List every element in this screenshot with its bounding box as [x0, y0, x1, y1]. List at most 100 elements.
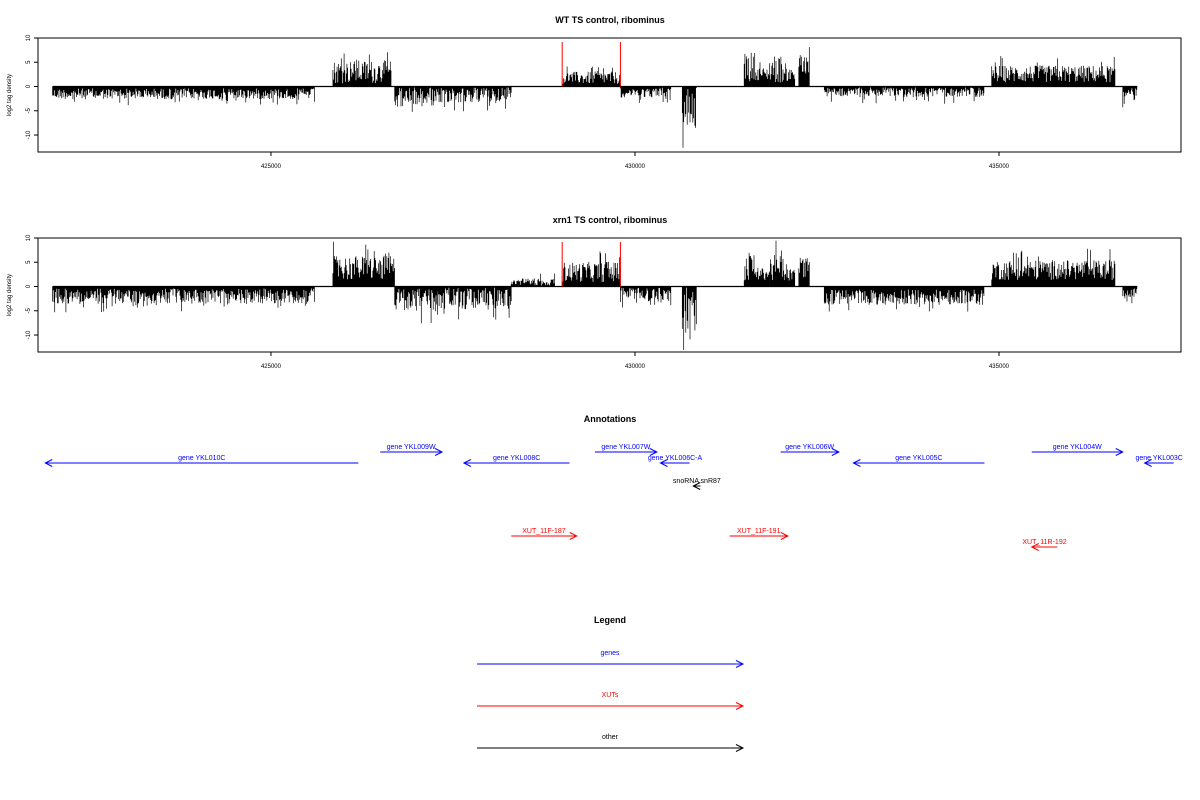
x-tick-label: 430000 [625, 364, 646, 370]
x-tick-label: 425000 [261, 164, 282, 170]
feature-label: gene YKL008C [493, 455, 540, 462]
density-bars [1122, 286, 1138, 304]
density-bars [394, 286, 439, 324]
density-bars [52, 86, 315, 106]
ylabel-xrn1: log2 tag density [7, 274, 13, 316]
arrow-head-icon [434, 448, 444, 456]
density-bars [754, 62, 770, 87]
track-panel-wt: WT TS control, ribominus log2 tag densit… [7, 15, 1182, 170]
density-bars [823, 286, 985, 312]
density-bars [561, 66, 621, 87]
arrow-head-icon [649, 448, 658, 456]
arrow-head-icon [735, 744, 745, 752]
annotation-feature: gene YKL009W [380, 444, 444, 456]
feature-label: gene YKL006W [785, 444, 834, 451]
density-bars [332, 52, 392, 87]
legend-title: Legend [594, 615, 626, 625]
x-tick-label: 435000 [989, 364, 1010, 370]
density-bars [798, 257, 810, 287]
legend-label: other [602, 734, 619, 741]
annotation-feature: snoRNA snR87 [673, 478, 721, 490]
arrow-head-icon [1030, 543, 1039, 551]
density-bars [438, 286, 512, 320]
arrow-head-icon [831, 448, 840, 456]
feature-label: gene YKL010C [178, 455, 225, 462]
annotation-feature: XUT_11R-192 [1022, 539, 1067, 551]
plot-frame-wt [37, 37, 1182, 153]
arrow-head-icon [569, 532, 578, 540]
density-bars [394, 86, 439, 112]
density-bars [52, 286, 315, 313]
y-tick-label: 10 [26, 34, 32, 41]
density-bars [743, 52, 756, 87]
annotation-feature: XUT_11F-187 [511, 528, 578, 540]
density-bars [991, 56, 1116, 87]
y-tick-label: 0 [26, 284, 32, 288]
arrow-head-icon [852, 459, 861, 467]
feature-label: gene YKL009W [387, 444, 436, 451]
annotation-feature: gene YKL004W [1031, 444, 1124, 456]
feature-label: gene YKL006C-A [648, 455, 703, 462]
y-tick-label: 10 [26, 234, 32, 241]
annotation-features: gene YKL010C gene YKL009W gene YKL008C gene… [44, 444, 1183, 551]
density-bars [823, 86, 985, 104]
annotation-feature: gene YKL010C [44, 455, 359, 467]
plot-frame-xrn1 [37, 237, 1182, 353]
bars-wt [52, 47, 1138, 148]
arrow-head-icon [735, 660, 745, 668]
annotation-feature: gene YKL006W [780, 444, 840, 456]
bars-xrn1 [52, 240, 1138, 350]
density-bars [754, 267, 770, 287]
track-panel-xrn1: xrn1 TS control, ribominus log2 tag dens… [7, 215, 1182, 370]
density-bars [783, 63, 796, 87]
annotation-feature: gene YKL005C [852, 455, 985, 467]
arrow-head-icon [659, 459, 668, 467]
feature-label: gene YKL003C [1135, 455, 1182, 462]
density-bars [620, 86, 672, 103]
density-bars [681, 86, 697, 148]
density-bars [620, 286, 672, 308]
axes-xrn1: 10 5 0 -5 -10 425000 430000 435000 [26, 234, 1010, 370]
density-bars [798, 47, 810, 87]
annotations-title: Annotations [584, 414, 637, 424]
annotation-feature: gene YKL008C [462, 455, 570, 467]
density-bars [438, 86, 512, 112]
density-bars [769, 56, 785, 87]
feature-label: gene YKL007W [601, 444, 650, 451]
feature-label: gene YKL004W [1053, 444, 1102, 451]
axes-wt: 10 5 0 -5 -10 425000 430000 435000 [26, 34, 1010, 170]
density-bars [769, 240, 785, 287]
density-bars [332, 241, 395, 287]
y-tick-label: 5 [26, 60, 32, 64]
y-tick-label: -5 [26, 307, 32, 313]
x-tick-label: 435000 [989, 164, 1010, 170]
arrow-head-icon [780, 532, 789, 540]
y-tick-label: 5 [26, 260, 32, 264]
markers-xrn1 [561, 242, 621, 287]
density-bars [991, 248, 1116, 287]
y-tick-label: -5 [26, 107, 32, 113]
density-bars [783, 264, 796, 287]
x-tick-label: 425000 [261, 364, 282, 370]
feature-label: snoRNA snR87 [673, 478, 721, 485]
legend-label: XUTs [602, 692, 619, 699]
feature-label: XUT_11F-187 [522, 528, 566, 535]
legend-panel: Legend genes XUTs other [477, 615, 745, 752]
x-tick-label: 430000 [625, 164, 646, 170]
density-bars [1122, 86, 1138, 108]
arrow-head-icon [44, 459, 53, 467]
panel-title-wt: WT TS control, ribominus [555, 15, 665, 25]
ylabel-wt: log2 tag density [7, 74, 13, 116]
feature-label: gene YKL005C [895, 455, 942, 462]
legend-entry: other [477, 734, 745, 752]
legend-entry: XUTs [477, 692, 745, 710]
markers-wt [561, 42, 621, 87]
annotation-feature: XUT_11F-191 [729, 528, 789, 540]
panel-title-xrn1: xrn1 TS control, ribominus [553, 215, 668, 225]
density-bars [743, 252, 756, 287]
density-bars [510, 273, 555, 287]
y-tick-label: -10 [26, 330, 32, 339]
legend-entries: genes XUTs other [477, 650, 745, 752]
